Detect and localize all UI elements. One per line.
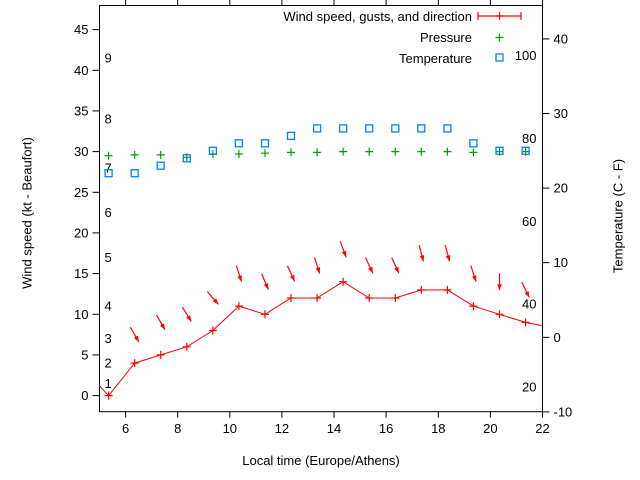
svg-text:40: 40 <box>74 63 88 78</box>
x-axis-title: Local time (Europe/Athens) <box>242 453 400 468</box>
legend-label-pressure: Pressure <box>419 30 472 45</box>
svg-text:8: 8 <box>105 112 112 127</box>
legend-label-temperature: Temperature <box>399 51 472 66</box>
svg-text:10: 10 <box>74 307 88 322</box>
left-y-axis-title: Wind speed (kt - Beaufort) <box>19 137 35 289</box>
svg-text:12: 12 <box>275 421 289 436</box>
svg-text:30: 30 <box>554 106 568 121</box>
svg-text:10: 10 <box>223 421 237 436</box>
svg-text:20: 20 <box>554 181 568 196</box>
svg-text:14: 14 <box>327 421 341 436</box>
svg-text:20: 20 <box>483 421 497 436</box>
svg-text:1: 1 <box>105 376 112 391</box>
svg-text:0: 0 <box>81 388 88 403</box>
svg-text:8: 8 <box>174 421 181 436</box>
svg-text:16: 16 <box>379 421 393 436</box>
svg-text:80: 80 <box>522 131 536 146</box>
svg-text:5: 5 <box>81 347 88 362</box>
svg-text:4: 4 <box>105 299 112 314</box>
svg-text:60: 60 <box>522 214 536 229</box>
svg-text:10: 10 <box>554 255 568 270</box>
svg-text:9: 9 <box>105 51 112 66</box>
svg-text:30: 30 <box>74 144 88 159</box>
svg-text:15: 15 <box>74 266 88 281</box>
svg-text:7: 7 <box>105 160 112 175</box>
svg-text:18: 18 <box>431 421 445 436</box>
legend-label-wind: Wind speed, gusts, and direction <box>283 9 472 24</box>
svg-text:3: 3 <box>105 331 112 346</box>
right-y-axis-title: Temperature (C - F) <box>610 158 626 274</box>
svg-text:45: 45 <box>74 22 88 37</box>
svg-text:100: 100 <box>515 48 537 63</box>
svg-text:35: 35 <box>74 103 88 118</box>
svg-text:40: 40 <box>554 31 568 46</box>
svg-text:0: 0 <box>554 330 561 345</box>
svg-text:20: 20 <box>74 225 88 240</box>
svg-text:22: 22 <box>535 421 549 436</box>
svg-text:25: 25 <box>74 185 88 200</box>
svg-text:40: 40 <box>522 297 536 312</box>
svg-text:-10: -10 <box>554 404 573 419</box>
svg-text:6: 6 <box>122 421 129 436</box>
svg-text:20: 20 <box>522 380 536 395</box>
svg-text:6: 6 <box>105 205 112 220</box>
svg-text:2: 2 <box>105 356 112 371</box>
svg-text:5: 5 <box>105 250 112 265</box>
